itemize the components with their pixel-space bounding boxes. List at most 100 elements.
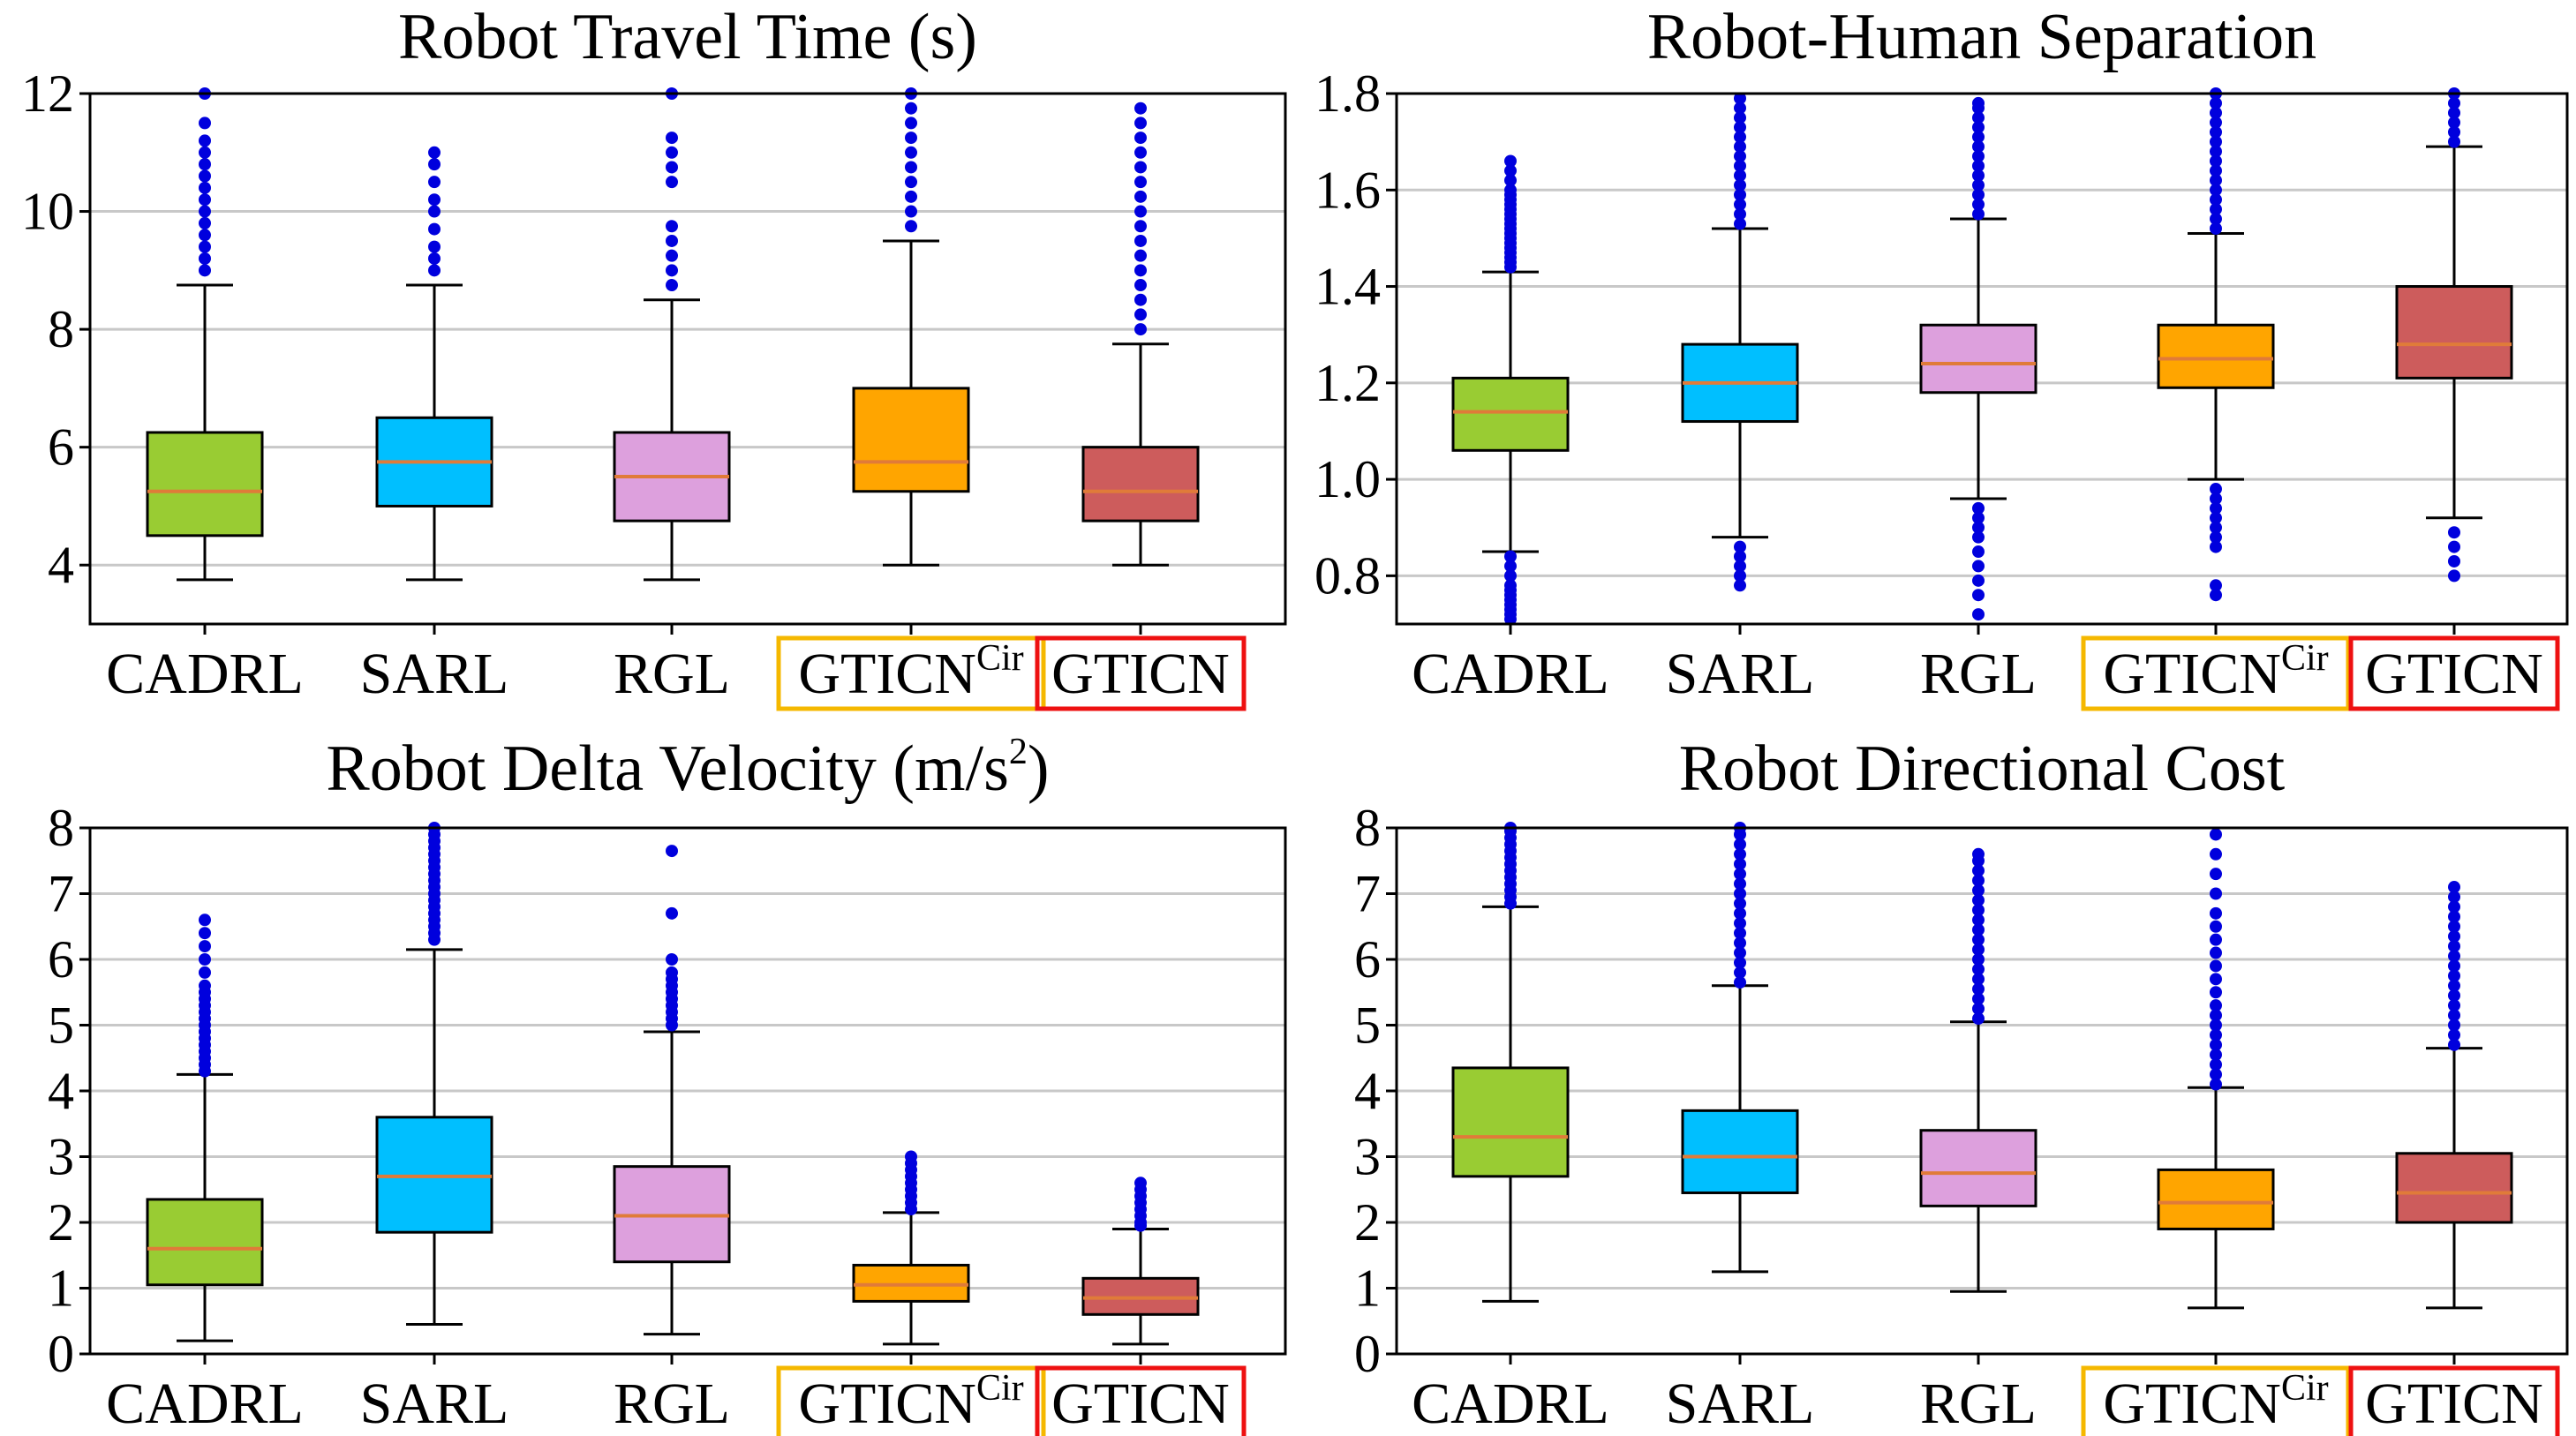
category-superscript: Cir: [2281, 638, 2329, 679]
category-highlight-box: [2348, 1365, 2560, 1436]
flier-point: [2448, 881, 2460, 894]
flier-point: [199, 966, 211, 979]
flier-point: [1972, 913, 1985, 927]
box-iqr: [2395, 285, 2513, 380]
flier-point: [1972, 188, 1985, 201]
category-highlight-box: [776, 1365, 1046, 1436]
flier-point: [2210, 1058, 2222, 1071]
flier-point: [2448, 116, 2460, 129]
flier-point: [2210, 1019, 2222, 1032]
flier-point: [2448, 1009, 2460, 1022]
y-tick-label: 8: [48, 799, 74, 857]
box-iqr: [1919, 1129, 2037, 1207]
category-label: GTICNCir: [798, 638, 1023, 706]
flier-point: [1734, 927, 1746, 940]
flier-point: [2210, 1068, 2222, 1081]
flier-point: [1734, 550, 1746, 563]
chart-title: Robot Travel Time (s): [398, 1, 977, 73]
box-1: [146, 913, 264, 1342]
flier-point: [1972, 198, 1985, 211]
flier-point: [2210, 986, 2222, 999]
flier-point: [2210, 1028, 2222, 1041]
box-iqr: [2157, 1168, 2275, 1230]
category-name: GTICN: [2103, 642, 2281, 706]
flier-point: [428, 158, 441, 171]
category-label: SARL: [1666, 1372, 1815, 1436]
flier-point: [2210, 164, 2222, 177]
flier-point: [2210, 1078, 2222, 1091]
flier-point: [2210, 868, 2222, 881]
flier-point: [1134, 220, 1147, 233]
flier-point: [2448, 959, 2460, 973]
flier-point: [2210, 959, 2222, 973]
category-label: CADRL: [1412, 642, 1609, 706]
category-name: GTICN: [1051, 1372, 1230, 1436]
flier-point: [199, 205, 211, 218]
flier-point: [2448, 96, 2460, 109]
category-label: CADRL: [106, 642, 304, 706]
category-label: RGL: [1920, 642, 2037, 706]
category-highlight-box: [2081, 635, 2351, 711]
flier-point: [199, 264, 211, 277]
flier-point: [2210, 501, 2222, 515]
flier-point: [1134, 161, 1147, 174]
flier-point: [1734, 150, 1746, 163]
flier-point: [428, 205, 441, 218]
flier-point: [2448, 920, 2460, 933]
flier-point: [666, 906, 678, 920]
flier-point: [2210, 492, 2222, 505]
flier-point: [2448, 540, 2460, 553]
flier-point: [1134, 190, 1147, 203]
chart-title: Robot-Human Separation: [1647, 1, 2316, 73]
flier-point: [1972, 121, 1985, 134]
box-4: [852, 1150, 970, 1346]
flier-point: [2210, 973, 2222, 986]
y-tick-label: 3: [1354, 1128, 1381, 1186]
flier-point: [1972, 847, 1985, 861]
flier-point: [1134, 176, 1147, 189]
flier-point: [1134, 234, 1147, 247]
flier-point: [1972, 982, 1985, 996]
flier-point: [1504, 154, 1517, 168]
flier-point: [1734, 198, 1746, 211]
flier-point: [1504, 164, 1517, 177]
flier-point: [1504, 579, 1517, 592]
flier-point: [2448, 999, 2460, 1012]
flier-point: [666, 966, 678, 979]
flier-point: [2210, 145, 2222, 158]
category-highlight-box: [1035, 1365, 1247, 1436]
flier-point: [2448, 950, 2460, 963]
flier-point: [2210, 483, 2222, 496]
flier-point: [2448, 929, 2460, 943]
flier-point: [1734, 540, 1746, 553]
category-name: SARL: [360, 1372, 509, 1436]
flier-point: [1972, 973, 1985, 986]
chart-title: Robot Directional Cost: [1679, 733, 2286, 805]
box-iqr: [1451, 376, 1570, 452]
flier-point: [2448, 969, 2460, 982]
flier-point: [1734, 956, 1746, 969]
category-label: SARL: [360, 1372, 509, 1436]
category-name: RGL: [1920, 642, 2037, 706]
y-tick-label: 1.4: [1314, 258, 1381, 316]
flier-point: [2210, 135, 2222, 148]
flier-point: [905, 117, 917, 130]
flier-point: [1734, 847, 1746, 861]
box-4: [852, 87, 970, 567]
flier-point: [1504, 560, 1517, 573]
category-superscript: Cir: [976, 1368, 1024, 1409]
box-iqr: [852, 387, 970, 493]
y-tick-label: 8: [48, 300, 74, 358]
flier-point: [2210, 184, 2222, 197]
flier-point: [666, 249, 678, 262]
flier-point: [199, 216, 211, 229]
flier-point: [905, 161, 917, 174]
flier-point: [428, 193, 441, 207]
flier-point: [199, 117, 211, 130]
flier-point: [1972, 608, 1985, 621]
flier-point: [2210, 828, 2222, 841]
flier-point: [1734, 207, 1746, 221]
flier-point: [199, 979, 211, 992]
category-name: GTICN: [798, 642, 976, 706]
flier-point: [1734, 887, 1746, 900]
